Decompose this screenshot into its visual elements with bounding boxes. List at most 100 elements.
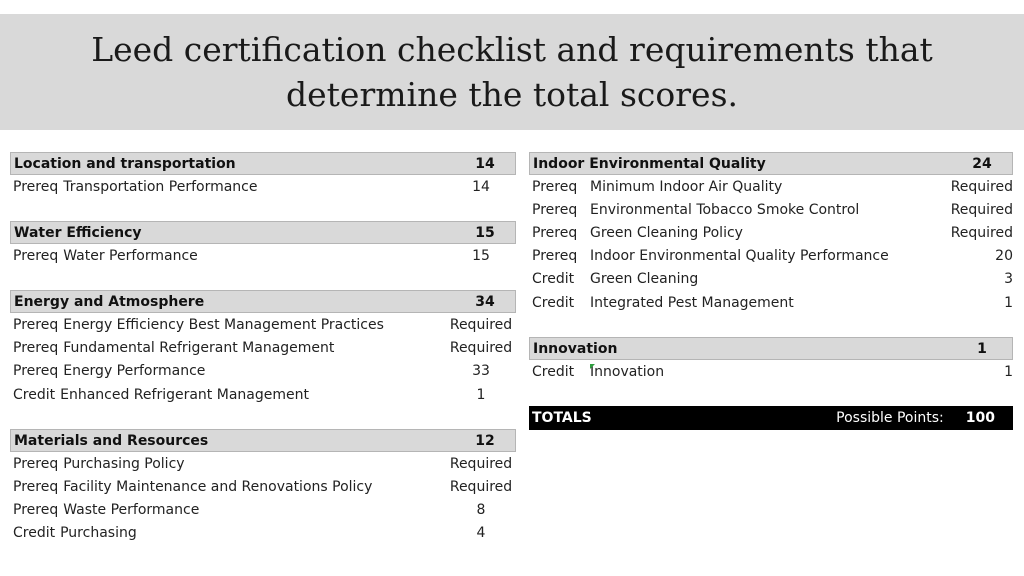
- checklist-row: Credit Enhanced Refrigerant Management 1: [10, 383, 516, 406]
- item-label: Water Performance: [63, 248, 446, 264]
- item-label: Enhanced Refrigerant Management: [60, 387, 446, 403]
- item-label-text: Purchasing Policy: [63, 455, 185, 472]
- item-type: Prereq: [532, 178, 578, 195]
- checklist-row: Prereq Fundamental Refrigerant Management…: [10, 337, 516, 360]
- checklist-row: Credit Green Cleaning 3: [529, 268, 1013, 291]
- right-column: Indoor Environmental Quality 24 Prereq Mini…: [529, 152, 1013, 431]
- item-label-text: Enhanced Refrigerant Management: [60, 386, 309, 403]
- item-label-text: Innovation: [590, 363, 665, 380]
- checklist-row: Prereq Energy Performance 33: [10, 360, 516, 383]
- section-header: Location and transportation 14: [10, 152, 516, 175]
- item-label: Transportation Performance: [63, 179, 446, 195]
- item-label-text: Integrated Pest Management: [590, 294, 794, 311]
- section-header: Energy and Atmosphere 34: [10, 290, 516, 314]
- item-value: 14: [472, 178, 490, 195]
- item-type: Prereq: [532, 201, 578, 218]
- section-points: 24: [972, 155, 992, 172]
- section-materials-and-resources: Materials and Resources 12 Prereq Purchasin…: [10, 429, 516, 545]
- item-value: Required: [950, 201, 1013, 218]
- checklist-row: Prereq Minimum Indoor Air Quality Required: [529, 175, 1013, 198]
- checklist-row: Credit Integrated Pest Management 1: [529, 291, 1013, 314]
- item-label-text: Facility Maintenance and Renovations Pol…: [63, 478, 373, 495]
- possible-points-value: 100: [965, 410, 995, 427]
- item-type: Prereq: [532, 224, 578, 241]
- checklist-row: Credit Purchasing 4: [10, 522, 516, 545]
- item-label-text: Energy Efficiency Best Management Practi…: [63, 316, 384, 333]
- section-points: 15: [475, 224, 495, 241]
- item-label: Purchasing Policy: [63, 456, 446, 472]
- section-location-and-transportation: Location and transportation 14 Prereq Trans…: [10, 152, 516, 198]
- item-label: Facility Maintenance and Renovations Pol…: [63, 479, 446, 495]
- section-name: Water Efficiency: [14, 224, 142, 241]
- item-value: 4: [476, 525, 486, 542]
- item-type: Prereq: [13, 363, 59, 380]
- title-band: Leed certification checklist and require…: [0, 14, 1024, 130]
- item-label: Innovation: [590, 363, 949, 380]
- possible-points-label: Possible Points:: [836, 410, 944, 427]
- item-label: Integrated Pest Management: [590, 295, 949, 311]
- item-value: 15: [472, 247, 490, 264]
- section-points: 34: [475, 293, 495, 310]
- item-type: Credit: [532, 363, 575, 380]
- item-value: Required: [449, 316, 513, 333]
- totals-bar: TOTALS Possible Points: 100: [529, 406, 1013, 431]
- checklist-row: Prereq Indoor Environmental Quality Perfo…: [529, 245, 1013, 268]
- item-value: Required: [950, 178, 1013, 195]
- section-name: Location and transportation: [14, 155, 236, 172]
- item-label: Fundamental Refrigerant Management: [63, 340, 446, 356]
- item-label-text: Transportation Performance: [63, 178, 258, 195]
- item-label: Green Cleaning Policy: [590, 225, 949, 241]
- item-label: Indoor Environmental Quality Performance: [590, 248, 949, 264]
- checklist-row: Prereq Water Performance 15: [10, 244, 516, 267]
- section-indoor-environmental-quality: Indoor Environmental Quality 24 Prereq Mini…: [529, 152, 1013, 314]
- item-label-text: Green Cleaning: [590, 271, 699, 288]
- item-label: Energy Efficiency Best Management Practi…: [63, 317, 446, 333]
- item-type: Prereq: [13, 178, 59, 195]
- item-type: Credit: [532, 271, 575, 288]
- item-value: 33: [472, 363, 490, 380]
- item-label-text: Purchasing: [60, 525, 137, 542]
- item-value: 1: [476, 386, 486, 403]
- page-title: Leed certification checklist and require…: [91, 30, 933, 114]
- checklist-row: Prereq Transportation Performance 14: [10, 175, 516, 198]
- item-value: Required: [449, 340, 513, 357]
- item-label-text: Waste Performance: [63, 502, 200, 519]
- item-label-text: Minimum Indoor Air Quality: [590, 178, 783, 195]
- item-label-text: Green Cleaning Policy: [590, 224, 743, 241]
- left-column: Location and transportation 14 Prereq Trans…: [10, 152, 516, 545]
- section-energy-and-atmosphere: Energy and Atmosphere 34 Prereq Energy Effi…: [10, 290, 516, 406]
- right-sections: Indoor Environmental Quality 24 Prereq Mini…: [529, 152, 1013, 383]
- item-label: Purchasing: [60, 525, 446, 541]
- item-type: Prereq: [532, 248, 578, 265]
- item-type: Credit: [13, 525, 56, 542]
- item-type: Prereq: [13, 247, 59, 264]
- section-header: Indoor Environmental Quality 24: [529, 152, 1013, 175]
- item-type: Credit: [13, 386, 56, 403]
- checklist-row: Prereq Waste Performance 8: [10, 499, 516, 522]
- section-header: Innovation 1: [529, 337, 1013, 361]
- item-value: 1: [1004, 363, 1013, 380]
- item-label: Environmental Tobacco Smoke Control: [590, 202, 949, 218]
- checklist-row: Prereq Environmental Tobacco Smoke Contro…: [529, 198, 1013, 221]
- item-label: Energy Performance: [63, 363, 446, 379]
- item-type: Prereq: [13, 455, 59, 472]
- item-type: Credit: [532, 294, 575, 311]
- section-header: Materials and Resources 12: [10, 429, 516, 453]
- checklist-row: Prereq Green Cleaning Policy Required: [529, 221, 1013, 244]
- item-type: Prereq: [13, 502, 59, 519]
- comment-marker-icon: [590, 363, 595, 369]
- item-value: 1: [1004, 294, 1013, 311]
- item-label: Waste Performance: [63, 502, 446, 518]
- section-name: Energy and Atmosphere: [14, 293, 205, 310]
- section-points: 12: [475, 432, 495, 449]
- section-name: Indoor Environmental Quality: [533, 155, 766, 172]
- checklist-row: Prereq Purchasing Policy Required: [10, 452, 516, 475]
- section-water-efficiency: Water Efficiency 15 Prereq Water Performanc…: [10, 221, 516, 267]
- item-label-text: Fundamental Refrigerant Management: [63, 340, 335, 357]
- item-value: Required: [449, 455, 513, 472]
- section-name: Materials and Resources: [14, 432, 209, 449]
- section-name: Innovation: [533, 340, 618, 357]
- item-type: Prereq: [13, 340, 59, 357]
- item-type: Prereq: [13, 478, 59, 495]
- item-label: Minimum Indoor Air Quality: [590, 179, 949, 195]
